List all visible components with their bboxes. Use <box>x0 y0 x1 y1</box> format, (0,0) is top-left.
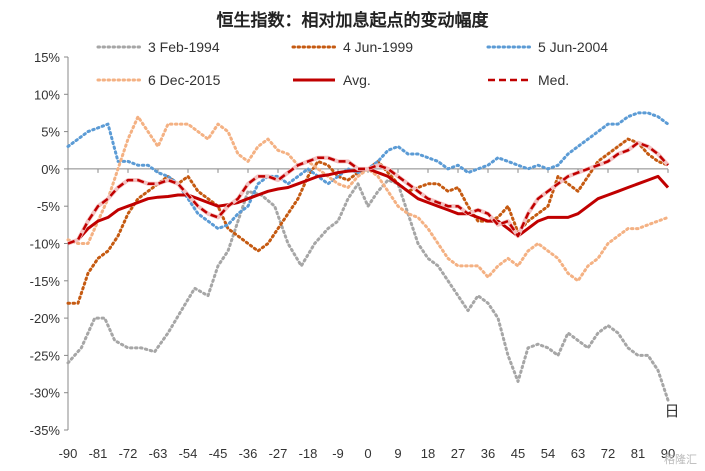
x-tick-label: -90 <box>59 446 78 461</box>
y-tick-label: -15% <box>30 274 61 289</box>
x-tick-label: -9 <box>332 446 344 461</box>
legend-label-1: 4 Jun-1999 <box>343 39 413 55</box>
chart-axes: -35%-30%-25%-20%-15%-10%-5%0%5%10%15%-90… <box>30 50 676 461</box>
series-layer <box>66 111 670 402</box>
x-axis-label: 日 <box>664 403 679 420</box>
x-tick-label: 27 <box>451 446 465 461</box>
y-tick-label: 0% <box>41 162 60 177</box>
x-tick-label: -72 <box>119 446 138 461</box>
series-line-5 <box>67 141 669 245</box>
chart-legend: 3 Feb-1994 4 Jun-1999 5 Jun-2004 6 Dec-2015… <box>96 39 608 88</box>
y-tick-label: -20% <box>30 311 61 326</box>
legend-label-3: 6 Dec-2015 <box>148 72 221 88</box>
y-tick-label: -10% <box>30 237 61 252</box>
y-tick-label: 15% <box>34 50 60 65</box>
y-tick-label: -35% <box>30 423 61 438</box>
y-tick-label: -30% <box>30 386 61 401</box>
x-tick-label: 36 <box>481 446 495 461</box>
series-line-0 <box>66 178 670 402</box>
x-tick-label: 72 <box>601 446 615 461</box>
x-tick-label: 0 <box>364 446 371 461</box>
x-tick-label: -81 <box>89 446 108 461</box>
y-tick-label: 5% <box>41 125 60 140</box>
legend-label-0: 3 Feb-1994 <box>148 39 220 55</box>
x-tick-label: 63 <box>571 446 585 461</box>
x-tick-label: 45 <box>511 446 525 461</box>
x-tick-label: -63 <box>149 446 168 461</box>
y-tick-label: -25% <box>30 348 61 363</box>
x-tick-label: -36 <box>239 446 258 461</box>
legend-label-5: Med. <box>538 72 569 88</box>
series-line-3 <box>66 115 670 283</box>
series-line-med-base <box>67 140 670 246</box>
x-tick-label: -27 <box>269 446 288 461</box>
legend-label-4: Avg. <box>343 72 371 88</box>
x-tick-label: -54 <box>179 446 198 461</box>
x-tick-label: 9 <box>394 446 401 461</box>
x-tick-label: 54 <box>541 446 555 461</box>
y-tick-label: -5% <box>37 199 61 214</box>
legend-label-2: 5 Jun-2004 <box>538 39 608 55</box>
x-tick-label: 18 <box>421 446 435 461</box>
x-tick-label: -45 <box>209 446 228 461</box>
x-tick-label: 81 <box>631 446 645 461</box>
x-tick-label: 90 <box>661 446 675 461</box>
y-tick-label: 10% <box>34 87 60 102</box>
chart-title: 恒生指数：相对加息起点的变动幅度 <box>216 11 489 31</box>
watermark-text: 格隆汇 <box>664 453 697 466</box>
x-tick-label: -18 <box>299 446 318 461</box>
